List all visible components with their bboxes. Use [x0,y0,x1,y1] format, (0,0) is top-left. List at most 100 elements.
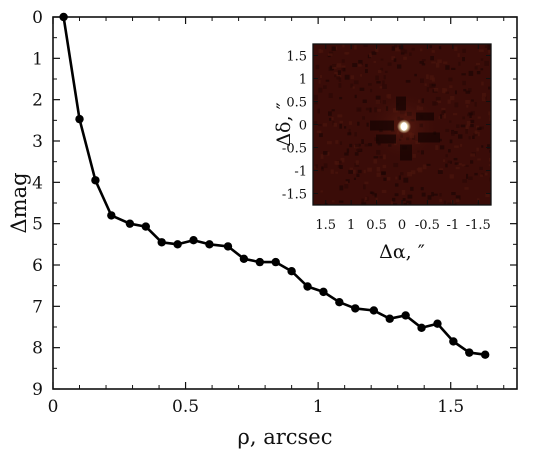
inset-speckle [445,154,448,158]
inset-speckle [453,131,458,134]
y-tick-label: 2 [32,91,43,111]
inset-speckle [318,79,321,84]
inset-speckle [337,70,342,76]
inset-speckle [335,46,338,50]
inset-speckle [461,164,466,167]
inset-speckle [451,192,456,196]
data-point [223,242,233,251]
inset-speckle [363,169,366,174]
inset-speckle [325,79,330,82]
inset-speckle [489,150,491,153]
inset-speckle [354,152,359,156]
inset-speckle [433,87,439,92]
inset-speckle [448,149,451,153]
inset-speckle [421,59,426,62]
inset-artifact [376,134,396,144]
inset-speckle [332,120,335,126]
inset-speckle [453,157,458,161]
inset-speckle [371,51,377,55]
inset-speckle [356,148,361,152]
inset-speckle [467,88,472,92]
inset-x-tick-label: 0 [398,218,406,233]
data-point [239,254,249,263]
x-tick-label: 1 [313,397,324,417]
inset-speckle [344,126,347,129]
inset-speckle [472,135,475,139]
inset-speckle [455,195,461,200]
inset-speckle [318,124,322,127]
data-point [107,211,116,220]
inset-speckle [331,46,336,51]
inset-speckle [364,196,368,200]
inset-speckle [457,53,460,58]
inset-speckle [381,189,387,194]
inset-speckle [404,49,408,54]
inset-speckle [376,149,381,155]
data-point [157,238,166,247]
inset-speckle [373,156,379,159]
inset-speckle [407,171,413,177]
inset-speckle [352,63,358,68]
inset-speckle [361,139,364,144]
data-point [401,311,410,320]
inset-speckle [455,166,460,170]
data-point [433,319,442,328]
inset-speckle [476,147,479,152]
inset-speckle [383,75,386,80]
inset-speckle [366,196,369,201]
inset-speckle [365,107,371,111]
inset-speckle [449,139,453,144]
inset-speckle [358,63,362,67]
inset-y-tick-label: -1.5 [282,188,307,203]
data-point [255,257,265,267]
inset-speckle [451,67,456,70]
inset-speckle [394,183,399,187]
inset-speckle [463,88,467,92]
inset-speckle [431,191,434,197]
inset-speckle [462,116,466,120]
inset-speckle [354,132,357,137]
inset-speckle [408,200,412,205]
data-point [205,240,214,249]
inset-speckle [319,75,323,79]
inset-speckle [462,179,467,183]
inset-speckle [334,74,337,78]
inset-speckle [398,45,404,50]
inset-speckle [320,190,323,193]
inset-speckle [454,145,459,148]
inset-speckle [344,152,349,156]
inset-speckle [348,169,353,174]
inset-speckle [319,130,322,135]
inset-speckle [479,166,483,170]
inset-speckle [339,141,343,145]
inset-speckle [433,193,438,196]
y-tick-label: 9 [32,380,43,400]
inset-speckle [468,112,473,116]
inset-speckle [465,99,470,104]
inset-speckle [429,83,433,89]
inset-speckle [328,93,333,99]
data-point [271,257,280,267]
inset-speckle [339,164,342,169]
inset-speckle [474,172,478,176]
inset-speckle [336,160,342,164]
inset-speckle [420,78,425,84]
inset-speckle [455,198,460,203]
inset-speckle [488,86,491,90]
inset-speckle [331,117,334,121]
inset-x-tick-label: -1 [447,218,460,233]
inset-speckle [350,75,355,80]
inset-speckle [334,160,340,165]
inset-speckle [371,191,375,195]
inset-speckle [333,122,338,127]
inset-speckle [338,83,342,88]
inset-speckle [470,119,475,123]
inset-speckle [356,173,360,177]
inset-speckle [439,145,445,150]
inset-speckle [327,53,333,56]
inset-speckle [369,107,372,113]
inset-speckle [432,85,436,88]
inset-speckle [337,165,340,168]
inset-speckle [435,145,439,151]
